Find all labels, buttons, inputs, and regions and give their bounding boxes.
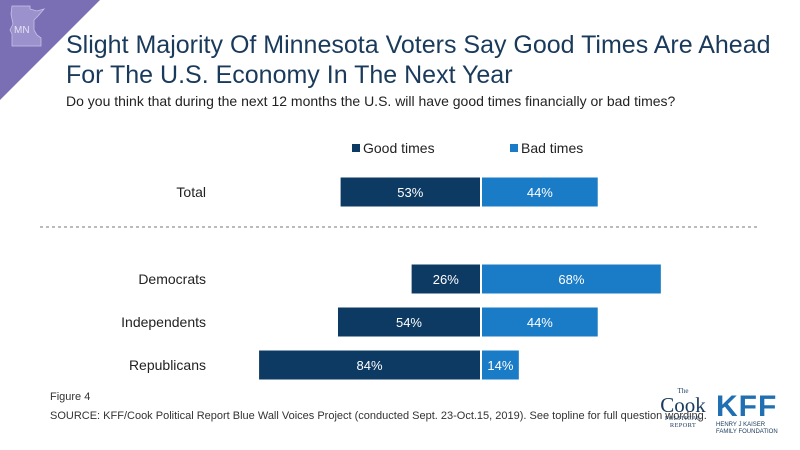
category-label-republicans: Republicans	[129, 357, 206, 373]
bar-bad-times-democrats	[482, 264, 661, 294]
source-note: SOURCE: KFF/Cook Political Report Blue W…	[50, 410, 707, 422]
chart-title: Slight Majority Of Minnesota Voters Say …	[66, 31, 771, 89]
bar-good-times-democrats	[411, 264, 480, 294]
minnesota-map-icon	[9, 5, 46, 47]
cook-logo-line1: POLITICAL	[664, 415, 702, 422]
legend-swatch-bad-times	[510, 144, 518, 152]
value-label-good-times-total: 53%	[397, 185, 423, 200]
chart-subtitle: Do you think that during the next 12 mon…	[66, 93, 676, 109]
bar-good-times-republicans	[259, 350, 480, 380]
category-label-independents: Independents	[121, 314, 206, 330]
cook-logo-the: The	[677, 387, 689, 395]
kff-logo-line1: HENRY J KAISER	[716, 422, 766, 428]
kff-logo-name: KFF	[716, 390, 778, 423]
value-label-bad-times-total: 44%	[527, 185, 553, 200]
kff-logo: KFF HENRY J KAISER FAMILY FOUNDATION	[716, 392, 786, 442]
value-label-good-times-republicans: 84%	[357, 358, 383, 373]
value-label-bad-times-independents: 44%	[527, 315, 553, 330]
legend-label-bad-times: Bad times	[521, 140, 583, 156]
legend-swatch-good-times	[352, 144, 360, 152]
bar-bad-times-republicans	[482, 350, 519, 380]
value-label-good-times-democrats: 26%	[433, 272, 459, 287]
state-badge: MN	[0, 0, 100, 100]
bar-good-times-independents	[337, 307, 480, 337]
diverging-bar-chart: Good times Bad times Total 53% 44% Democrats 2…	[40, 140, 760, 380]
value-label-bad-times-republicans: 14%	[487, 358, 513, 373]
cook-logo-name: Cook	[660, 393, 706, 417]
legend-label-good-times: Good times	[363, 140, 435, 156]
figure-label: Figure 4	[50, 391, 91, 403]
category-label-democrats: Democrats	[138, 271, 206, 287]
value-label-good-times-independents: 54%	[396, 315, 422, 330]
bar-good-times-total	[340, 177, 480, 207]
category-label-total: Total	[176, 184, 206, 200]
value-label-bad-times-democrats: 68%	[558, 272, 584, 287]
cook-political-report-logo: The Cook POLITICAL REPORT	[658, 388, 708, 440]
kff-logo-line2: FAMILY FOUNDATION	[716, 429, 778, 435]
state-abbreviation: MN	[14, 25, 30, 36]
cook-logo-line2: REPORT	[669, 422, 697, 429]
bar-bad-times-total	[482, 177, 598, 207]
bar-bad-times-independents	[482, 307, 598, 337]
